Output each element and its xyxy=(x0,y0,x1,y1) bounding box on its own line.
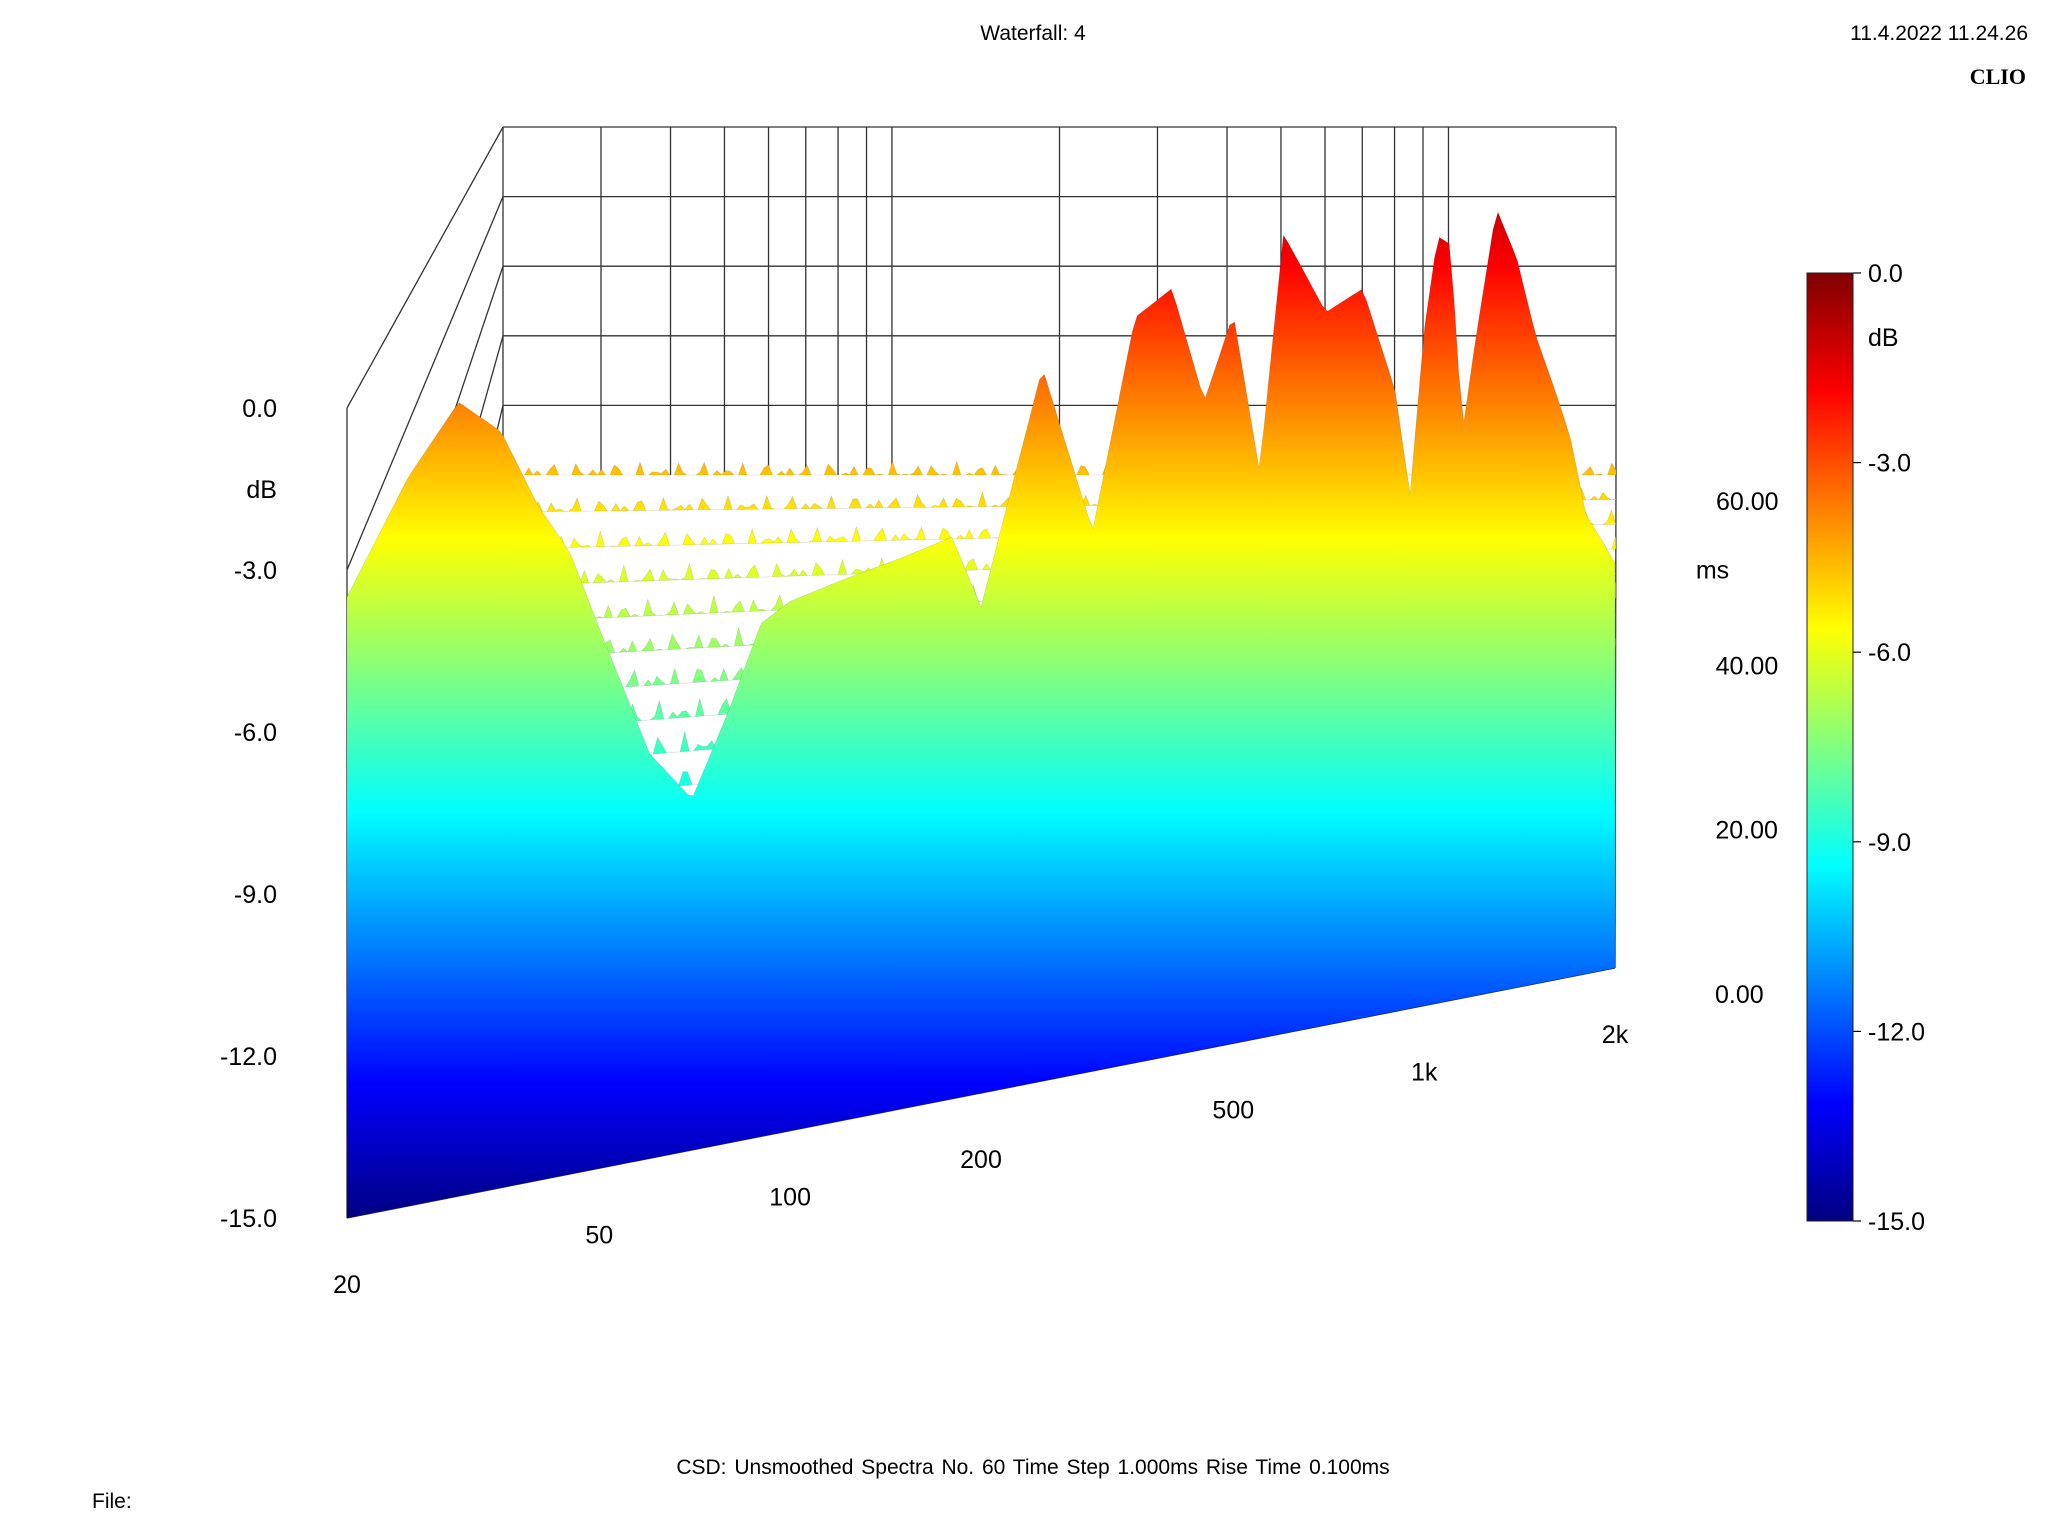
z-axis-tick-label: -9.0 xyxy=(234,881,277,909)
z-axis-unit-label: dB xyxy=(246,476,277,504)
left-top-edge xyxy=(346,126,504,409)
colorbar-tick-label: -15.0 xyxy=(1868,1208,1925,1236)
colorbar-scale xyxy=(1806,272,1854,1222)
axis-labels: 0.0 -3.0 -6.0 -9.0 -12.0 -15.0 dB 20 50 100 200 500… xyxy=(220,395,1779,1299)
decay-slice xyxy=(346,211,1616,1219)
colorbar-tick-label: -9.0 xyxy=(1868,829,1911,857)
timestamp: 11.4.2022 11.24.26 xyxy=(1850,22,2028,45)
z-axis-tick-label: -12.0 xyxy=(220,1043,277,1071)
chart-title: Waterfall: 4 xyxy=(980,22,1086,45)
z-axis-tick-label: -6.0 xyxy=(234,719,277,747)
colorbar-unit-label: dB xyxy=(1868,324,1899,352)
x-axis-tick-label: 20 xyxy=(333,1271,361,1299)
colorbar-tick-label: -12.0 xyxy=(1868,1018,1925,1046)
z-axis-tick-label: 0.0 xyxy=(242,395,277,423)
brand-logo: CLIO xyxy=(1969,64,2026,89)
z-axis-tick-label: -3.0 xyxy=(234,557,277,585)
colorbar: 0.0 -3.0 -6.0 -9.0 -12.0 -15.0 dB xyxy=(1806,260,1925,1236)
x-axis-tick-label: 2k xyxy=(1602,1021,1629,1049)
time-axis-tick-label: 60.00 xyxy=(1716,488,1779,516)
waterfall-surface xyxy=(346,211,1617,1219)
time-axis-tick-label: 20.00 xyxy=(1715,817,1778,845)
left-gridline xyxy=(346,196,504,571)
x-axis-tick-label: 1k xyxy=(1411,1059,1438,1087)
z-axis-tick-label: -15.0 xyxy=(220,1205,277,1233)
time-axis-tick-label: 40.00 xyxy=(1716,652,1779,680)
colorbar-tick-label: 0.0 xyxy=(1868,260,1903,288)
colorbar-tick-label: -6.0 xyxy=(1868,639,1911,667)
measurement-settings: CSD: Unsmoothed Spectra No. 60 Time Step… xyxy=(676,1456,1390,1479)
time-axis-unit-label: ms xyxy=(1696,557,1729,585)
x-axis-tick-label: 100 xyxy=(769,1184,811,1212)
x-axis-tick-label: 500 xyxy=(1212,1096,1254,1124)
colorbar-tick-label: -3.0 xyxy=(1868,450,1911,478)
x-axis-tick-label: 200 xyxy=(960,1146,1002,1174)
file-label: File: xyxy=(92,1490,132,1513)
time-axis-tick-label: 0.00 xyxy=(1715,981,1764,1009)
x-axis-tick-label: 50 xyxy=(585,1221,613,1249)
